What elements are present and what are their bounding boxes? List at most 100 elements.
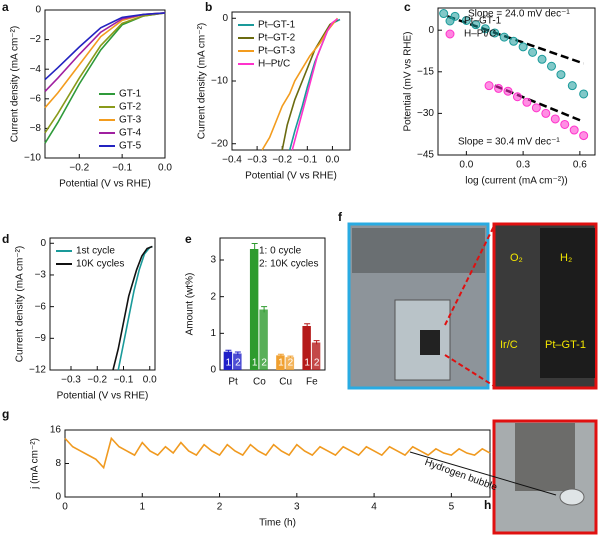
y-tick-label: −3 (35, 270, 47, 281)
y-tick-label: −10 (24, 153, 41, 164)
y-tick-label: −2 (30, 34, 42, 45)
marker (512, 92, 522, 102)
legend-label: GT-5 (119, 141, 142, 152)
marker (537, 54, 547, 64)
line (291, 18, 338, 151)
photo-label: Pt–GT-1 (545, 339, 586, 351)
photo-label: Ir/C (500, 339, 518, 351)
x-tick-label: −0.2 (272, 155, 292, 166)
annotation: Slope = 24.0 mV dec⁻¹ (468, 9, 570, 20)
bar (249, 249, 259, 370)
bar-text: 2 (314, 358, 320, 369)
bar-text: 2 (288, 358, 294, 369)
y-tick-label: −8 (30, 123, 42, 134)
zoom-line (444, 225, 495, 326)
x-axis-label: Potential (V vs RHE) (57, 391, 149, 402)
marker (560, 119, 570, 129)
y-tick-label: 0 (210, 365, 216, 376)
y-tick-label: −4 (30, 64, 42, 75)
y-tick-label: 1 (210, 328, 216, 339)
annotation-arrow (409, 451, 557, 496)
photo-label: O₂ (510, 252, 523, 264)
marker (484, 81, 494, 91)
bar-text: 1 (226, 358, 232, 369)
x-axis-label: Potential (V vs RHE) (59, 179, 151, 190)
plot-frame (437, 7, 596, 156)
line (112, 245, 153, 371)
marker (461, 15, 471, 25)
panel-label: f (338, 210, 343, 224)
x-tick-label: −0.2 (69, 163, 89, 174)
line (44, 12, 166, 81)
bar-text: 2 (235, 358, 241, 369)
panel-label: c (404, 0, 411, 14)
legend-label: Pt–GT-1 (464, 16, 502, 27)
y-tick-label: 3 (210, 255, 216, 266)
bar (302, 326, 311, 370)
panel-label: d (2, 232, 9, 246)
y-axis-label: Current density (mA cm⁻²) (10, 26, 21, 142)
marker (550, 114, 560, 124)
legend-label: 1: 0 cycle (259, 246, 302, 257)
marker (439, 9, 449, 19)
marker (579, 89, 589, 99)
x-tick-label: 5 (449, 502, 455, 513)
x-axis-label: Time (h) (259, 518, 296, 529)
x-tick-label: −0.1 (114, 375, 134, 386)
plot-frame (219, 237, 326, 371)
panel-label: g (2, 407, 9, 421)
x-tick-label: 3 (294, 502, 300, 513)
photo-f: O₂ H₂ Ir/C Pt–GT-1 (347, 222, 598, 390)
marker (546, 61, 556, 71)
error-bar (234, 351, 241, 355)
y-tick-label: −15 (417, 66, 434, 77)
x-tick-label: 0.3 (516, 160, 530, 171)
legend-label: GT-3 (119, 115, 142, 126)
marker (528, 47, 538, 57)
error-bar (313, 340, 320, 345)
legend-label: Pt–GT-1 (258, 20, 296, 31)
x-tick-label: 0.0 (143, 375, 157, 386)
x-tick-label: Fe (306, 377, 318, 388)
x-tick-label: Co (253, 377, 266, 388)
x-tick-label: −0.1 (297, 155, 317, 166)
y-tick-label: −45 (417, 150, 434, 161)
plot-frame (49, 237, 156, 371)
x-tick-label: −0.4 (222, 155, 242, 166)
y-tick-label: 8 (55, 458, 61, 469)
error-bar (261, 306, 268, 313)
x-tick-label: 1 (139, 502, 145, 513)
zoom-line (444, 354, 495, 387)
bar (311, 342, 321, 370)
x-tick-label: −0.3 (61, 375, 81, 386)
bar (285, 357, 295, 370)
legend-label: 2: 10K cycles (259, 259, 318, 270)
marker (556, 70, 566, 80)
y-axis-label: Potential (mV vs RHE) (403, 31, 414, 131)
y-tick-label: −6 (35, 301, 47, 312)
y-tick-label: 2 (210, 291, 216, 302)
legend-label: GT-2 (119, 102, 142, 113)
photo-h (409, 419, 598, 535)
plot-frame (44, 9, 166, 159)
error-bar (277, 353, 284, 357)
y-tick-label: −6 (30, 93, 42, 104)
marker (541, 108, 551, 118)
y-tick-label: 0 (428, 25, 434, 36)
error-bar (251, 243, 258, 255)
panel-label: a (2, 0, 9, 14)
line (281, 18, 338, 151)
instrument (352, 228, 485, 273)
x-tick-label: 0.6 (573, 160, 587, 171)
marker (471, 20, 481, 30)
x-tick-label: Cu (279, 377, 292, 388)
marker (579, 131, 589, 141)
line (64, 436, 491, 470)
marker (480, 24, 490, 34)
y-tick-label: −9 (35, 333, 47, 344)
marker (503, 86, 513, 96)
marker (522, 97, 532, 107)
x-tick-label: Pt (228, 377, 238, 388)
y-axis-label: Current density (mA cm⁻²) (197, 23, 208, 139)
